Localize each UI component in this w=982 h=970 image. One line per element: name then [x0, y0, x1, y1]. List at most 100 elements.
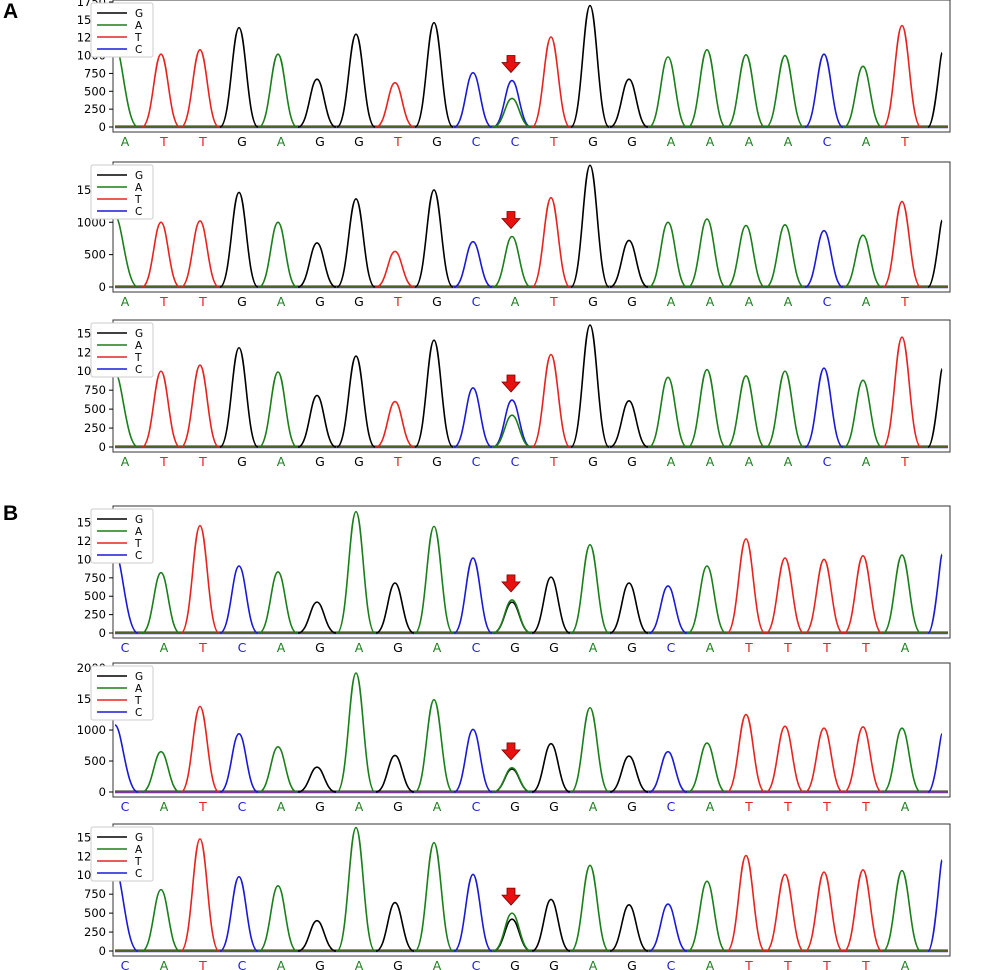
trace-peak-T: [531, 36, 571, 128]
trace-peak-A: [258, 371, 298, 448]
base-call: A: [433, 958, 442, 970]
base-call: G: [627, 294, 637, 309]
base-call: C: [823, 294, 832, 309]
base-call: G: [315, 799, 325, 814]
base-call: G: [354, 294, 364, 309]
trace-peak-G: [297, 242, 337, 288]
base-call: T: [159, 294, 168, 309]
base-call: G: [432, 294, 442, 309]
base-call: T: [744, 799, 753, 814]
base-call: A: [121, 454, 130, 469]
trace-peak-G: [609, 903, 649, 952]
plot-frame: [112, 823, 951, 957]
base-call: T: [783, 958, 792, 970]
trace-peak-T: [804, 871, 844, 952]
base-call: A: [745, 294, 754, 309]
base-call: A: [862, 134, 871, 149]
trace-peak-G: [609, 399, 649, 448]
panel-label-b: B: [3, 502, 18, 525]
base-call: G: [549, 640, 559, 655]
base-call: G: [510, 799, 520, 814]
base-call: G: [510, 640, 520, 655]
base-call: G: [432, 454, 442, 469]
base-call: G: [354, 134, 364, 149]
trace-end-peak: [927, 859, 943, 952]
trace-peak-A: [258, 745, 298, 793]
trace-peak-G: [414, 189, 454, 288]
base-call: C: [667, 799, 676, 814]
trace-peak-G: [531, 576, 571, 634]
base-call: A: [706, 640, 715, 655]
trace-peak-T: [882, 200, 922, 288]
chromatogram-panel-3: 0250500750100012501500ATTGAGGTGCCTGGAAAA…: [77, 319, 951, 469]
base-call: G: [432, 134, 442, 149]
trace-peak-G: [297, 78, 337, 128]
trace-peak-A: [258, 571, 298, 634]
base-call: T: [198, 454, 207, 469]
trace-peak-A: [648, 221, 688, 288]
base-call: T: [783, 799, 792, 814]
base-call: G: [588, 134, 598, 149]
legend-box: [90, 2, 154, 58]
base-call: A: [160, 799, 169, 814]
chromatogram-panel-2: 050010001500ATTGAGGTGCATGGAAAACATGATC: [77, 161, 951, 309]
y-tick-label: 750: [84, 571, 106, 585]
trace-peak-A: [414, 525, 454, 634]
base-call: A: [277, 799, 286, 814]
trace-peak-C: [453, 728, 493, 793]
base-call: A: [667, 134, 676, 149]
trace-peak-G: [297, 601, 337, 634]
base-call: G: [315, 640, 325, 655]
base-call: C: [511, 134, 520, 149]
base-call: A: [706, 799, 715, 814]
y-tick-label: 500: [84, 248, 106, 262]
trace-peak-A: [882, 869, 922, 952]
base-call: A: [160, 640, 169, 655]
trace-peak-G: [297, 394, 337, 448]
base-call: C: [238, 799, 247, 814]
trace-peak-A: [258, 221, 298, 288]
legend-label: T: [134, 856, 142, 868]
base-call: G: [627, 134, 637, 149]
trace-peak-G: [375, 901, 415, 952]
trace-peak-C: [453, 557, 493, 634]
trace-peak-A: [843, 379, 883, 448]
base-call: C: [472, 958, 481, 970]
trace-peak-T: [843, 869, 883, 952]
trace-peak-A: [141, 888, 181, 952]
base-call: A: [277, 640, 286, 655]
trace-peak-G: [297, 919, 337, 952]
trace-end-peak: [927, 553, 943, 634]
trace-peak-T: [375, 81, 415, 128]
legend-label: G: [135, 170, 143, 182]
y-tick-label: 0: [99, 626, 106, 640]
base-call: T: [861, 958, 870, 970]
trace-peak-A: [141, 571, 181, 634]
trace-peak-A: [336, 510, 376, 634]
trace-peak-T: [180, 705, 220, 793]
trace-peak-T: [882, 336, 922, 448]
base-call: G: [627, 640, 637, 655]
trace-peak-A: [726, 224, 766, 288]
base-call: A: [277, 454, 286, 469]
trace-peak-G: [531, 898, 571, 952]
base-call: G: [393, 640, 403, 655]
base-call: A: [706, 454, 715, 469]
plot-frame: [112, 505, 951, 639]
base-call: C: [823, 134, 832, 149]
base-call: A: [355, 958, 364, 970]
trace-peak-G: [336, 198, 376, 288]
base-call: T: [783, 640, 792, 655]
y-tick-label: 1000: [77, 723, 106, 737]
base-call: C: [472, 134, 481, 149]
trace-peak-C: [492, 399, 532, 448]
trace-peak-C: [492, 79, 532, 128]
trace-peak-G: [375, 582, 415, 634]
trace-peak-A: [687, 368, 727, 448]
y-tick-label: 250: [84, 102, 106, 116]
legend-box: [90, 826, 154, 882]
trace-peak-A: [882, 727, 922, 793]
